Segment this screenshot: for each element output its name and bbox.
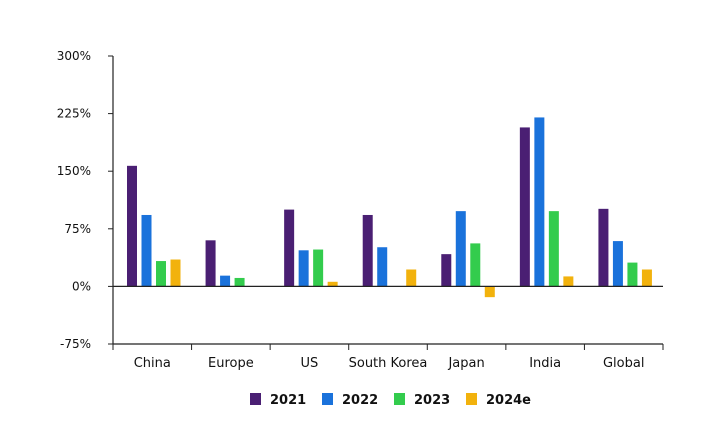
bar-global-2021: [598, 208, 609, 287]
y-tick-label: 0%: [72, 279, 91, 293]
bar-india-2021: [519, 127, 530, 287]
y-axis-ticks: -75% 0% 75% 150% 225% 300%: [57, 49, 113, 351]
legend-label-2021: 2021: [270, 393, 306, 408]
bar-japan-2023: [470, 243, 481, 287]
bar-europe-2022: [220, 275, 231, 287]
bar-japan-2022: [455, 211, 466, 287]
bar-south-korea-2021: [362, 214, 373, 287]
y-tick-label: -75%: [60, 337, 91, 351]
legend: 2021 2022 2023 2024e: [250, 393, 531, 408]
bar-india-2024e: [563, 276, 574, 287]
bar-china-2023: [156, 261, 166, 287]
bar-south-korea-2022: [377, 247, 388, 287]
legend-swatch-2023: [394, 393, 405, 405]
category-label-japan: Japan: [447, 356, 484, 371]
category-label-south-korea: South Korea: [349, 356, 428, 371]
legend-swatch-2021: [250, 393, 261, 405]
bar-china-2022: [141, 214, 152, 287]
legend-label-2024e: 2024e: [486, 393, 531, 408]
bar-china-2021: [127, 165, 137, 287]
bar-europe-2021: [205, 240, 216, 287]
bar-us-2022: [298, 250, 309, 287]
x-axis-ticks: [112, 344, 664, 350]
bar-india-2023: [548, 211, 559, 287]
bar-us-2023: [313, 249, 324, 287]
bar-us-2024e: [327, 281, 338, 287]
y-tick-label: 300%: [57, 49, 91, 63]
bar-global-2022: [612, 241, 623, 287]
y-tick-label: 75%: [64, 222, 91, 236]
bar-us-2021: [284, 209, 295, 287]
bars: [127, 117, 652, 298]
legend-label-2022: 2022: [342, 393, 378, 408]
bar-south-korea-2024e: [406, 269, 417, 287]
legend-swatch-2022: [322, 393, 333, 405]
y-tick-label: 150%: [57, 164, 91, 178]
bar-china-2024e: [170, 259, 181, 287]
y-tick-label: 225%: [57, 107, 91, 121]
bar-global-2024e: [641, 269, 652, 287]
bar-japan-2024e: [484, 286, 495, 298]
category-label-global: Global: [603, 356, 644, 371]
category-label-europe: Europe: [208, 356, 254, 371]
category-label-us: US: [301, 356, 319, 371]
bar-japan-2021: [441, 254, 452, 287]
legend-label-2023: 2023: [414, 393, 450, 408]
bar-europe-2023: [234, 277, 245, 287]
bar-india-2022: [534, 117, 545, 287]
category-label-china: China: [134, 356, 171, 371]
x-axis-category-labels: China Europe US South Korea Japan India Global: [134, 356, 645, 371]
category-label-india: India: [529, 356, 561, 371]
bar-global-2023: [627, 262, 638, 287]
legend-swatch-2024e: [466, 393, 477, 405]
